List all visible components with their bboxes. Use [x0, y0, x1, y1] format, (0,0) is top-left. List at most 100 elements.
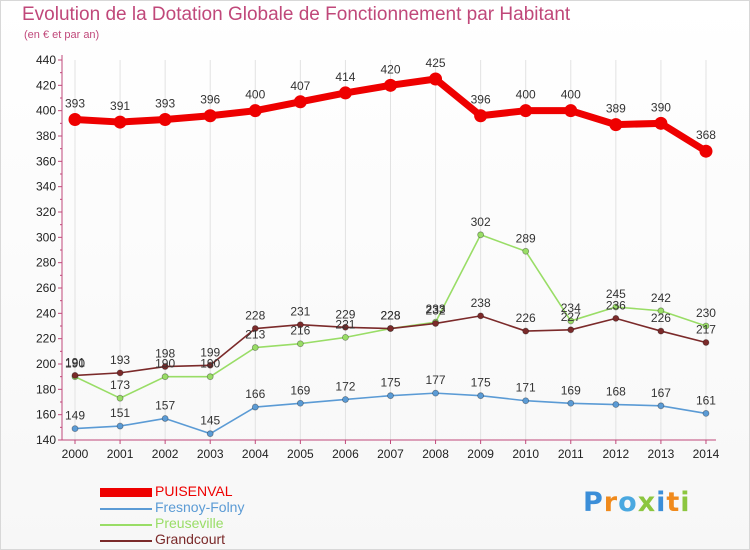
data-label-grandcourt: 226 [516, 311, 536, 325]
data-label-puisenval: 389 [606, 102, 626, 116]
data-point-puisenval [429, 72, 443, 86]
data-point-grandcourt [296, 321, 304, 329]
data-point-grandcourt [206, 361, 214, 369]
data-label-puisenval: 414 [335, 70, 355, 84]
data-label-fresnoy-folny: 169 [561, 383, 581, 397]
data-label-preuseville: 289 [516, 231, 536, 245]
data-point-preuseville [612, 303, 620, 311]
legend-label-fresnoy-folny: Fresnoy-Folny [155, 499, 245, 515]
data-label-grandcourt: 227 [561, 310, 581, 324]
data-label-grandcourt: 231 [290, 305, 310, 319]
logo-letter: i [680, 487, 691, 518]
data-point-grandcourt [387, 325, 394, 332]
data-point-fresnoy-folny [251, 403, 259, 411]
data-point-fresnoy-folny [477, 392, 485, 400]
y-tick-label: 180 [36, 382, 56, 396]
data-label-grandcourt: 191 [65, 355, 85, 369]
y-tick-label: 260 [36, 281, 56, 295]
x-tick-label: 2004 [242, 447, 269, 461]
data-label-puisenval: 420 [380, 62, 400, 76]
chart-subtitle: (en € et par an) [24, 29, 100, 41]
data-point-preuseville [206, 373, 214, 381]
data-point-puisenval [338, 86, 352, 100]
data-label-puisenval: 393 [155, 97, 175, 111]
x-tick-label: 2012 [602, 447, 629, 461]
data-label-grandcourt: 193 [110, 353, 130, 367]
data-point-grandcourt [71, 371, 79, 379]
data-label-grandcourt: 217 [696, 322, 716, 336]
x-tick-label: 2000 [62, 447, 89, 461]
data-point-puisenval [564, 104, 578, 118]
data-label-fresnoy-folny: 157 [155, 398, 175, 412]
x-tick-label: 2009 [467, 447, 494, 461]
data-label-grandcourt: 228 [380, 309, 400, 323]
data-point-fresnoy-folny [116, 422, 124, 430]
data-point-fresnoy-folny [657, 402, 665, 410]
data-point-fresnoy-folny [612, 401, 620, 408]
data-point-puisenval [699, 144, 713, 158]
data-point-puisenval [519, 104, 533, 118]
data-point-preuseville [702, 322, 710, 330]
data-label-preuseville: 213 [245, 328, 265, 342]
data-label-grandcourt: 232 [426, 303, 446, 317]
data-label-preuseville: 228 [380, 309, 400, 323]
data-label-fresnoy-folny: 177 [426, 373, 446, 387]
data-label-grandcourt: 228 [245, 309, 265, 323]
data-label-grandcourt: 226 [651, 311, 671, 325]
data-point-puisenval [474, 109, 488, 123]
data-label-puisenval: 400 [561, 88, 581, 102]
logo-letter: P [583, 487, 604, 518]
data-point-preuseville [657, 307, 665, 315]
legend-label-puisenval: PUISENVAL [155, 483, 233, 499]
data-label-fresnoy-folny: 161 [696, 393, 716, 407]
data-label-puisenval: 400 [516, 88, 536, 102]
data-label-puisenval: 407 [290, 79, 310, 93]
data-point-grandcourt [702, 339, 710, 346]
data-point-grandcourt [161, 363, 169, 370]
legend-swatch-grandcourt [100, 540, 152, 542]
x-tick-label: 2006 [332, 447, 359, 461]
chart-title: Evolution de la Dotation Globale de Fonc… [22, 4, 571, 25]
y-tick-label: 440 [36, 53, 56, 67]
x-tick-label: 2005 [287, 447, 314, 461]
data-label-preuseville: 190 [155, 357, 175, 371]
logo-letter: i [656, 487, 667, 518]
y-tick-label: 400 [36, 104, 56, 118]
data-label-puisenval: 368 [696, 128, 716, 142]
data-point-puisenval [158, 113, 172, 127]
data-label-fresnoy-folny: 172 [335, 379, 355, 393]
data-point-grandcourt [251, 325, 259, 332]
data-point-preuseville [522, 247, 530, 255]
x-tick-label: 2014 [693, 447, 720, 461]
data-label-fresnoy-folny: 167 [651, 386, 671, 400]
data-label-puisenval: 396 [471, 93, 491, 107]
data-label-preuseville: 233 [426, 302, 446, 316]
data-point-preuseville [251, 344, 259, 351]
data-label-preuseville: 190 [65, 357, 85, 371]
logo-letter: x [637, 487, 657, 518]
y-tick-label: 140 [36, 433, 56, 447]
y-tick-label: 220 [36, 332, 56, 346]
y-tick-label: 280 [36, 256, 56, 270]
y-tick-label: 380 [36, 129, 56, 143]
y-tick-label: 160 [36, 408, 56, 422]
data-point-grandcourt [657, 327, 665, 335]
x-tick-label: 2003 [197, 447, 224, 461]
data-point-fresnoy-folny [161, 415, 169, 422]
data-label-preuseville: 216 [290, 324, 310, 338]
data-point-grandcourt [567, 326, 575, 334]
y-tick-label: 320 [36, 205, 56, 219]
data-label-fresnoy-folny: 145 [200, 414, 220, 428]
data-point-grandcourt [342, 323, 349, 331]
data-point-preuseville [567, 317, 575, 325]
y-tick-label: 200 [36, 357, 56, 371]
y-tick-label: 240 [36, 306, 56, 320]
data-label-puisenval: 390 [651, 100, 671, 114]
data-label-fresnoy-folny: 151 [110, 406, 130, 420]
legend-label-grandcourt: Grandcourt [155, 531, 226, 547]
data-point-fresnoy-folny [702, 409, 710, 417]
data-point-fresnoy-folny [342, 396, 349, 403]
data-point-puisenval [609, 118, 623, 132]
data-point-puisenval [248, 104, 262, 118]
data-point-preuseville [342, 333, 349, 341]
